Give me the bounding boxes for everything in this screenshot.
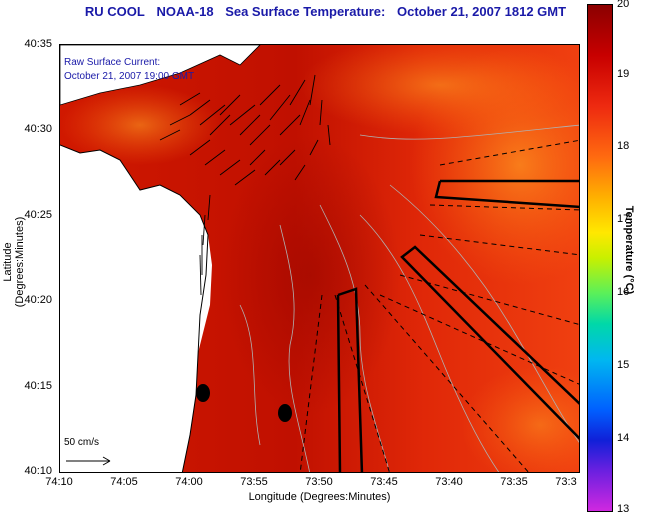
y-tick-label: 40:35 [24,38,52,50]
survey-box-east [400,245,579,440]
y-tick-label: 40:25 [24,209,52,221]
land-coast [60,145,208,472]
x-tick-label: 73:45 [370,476,398,488]
map-title: RU COOL NOAA-18 Sea Surface Temperature:… [0,4,651,19]
x-tick-label: 73:40 [435,476,463,488]
colorbar-tick: 14 [617,432,630,444]
survey-box-south [336,287,364,472]
current-legend-line1: Raw Surface Current: [64,57,161,68]
colorbar-tick: 13 [617,503,630,515]
colorbar-tick: 18 [617,140,630,152]
colorbar-tick: 20 [617,0,630,10]
survey-box-north [434,179,579,209]
colorbar-tick: 15 [617,359,630,371]
colorbar-tick: 16 [617,286,630,298]
colorbar-label: Temperature (°C) [623,205,635,295]
title-satellite: NOAA-18 [156,4,214,19]
sst-map-svg [60,45,579,472]
x-tick-label: 73:55 [240,476,268,488]
sst-map[interactable] [59,44,580,473]
x-tick-label: 73:3 [555,476,577,488]
station-marker [278,404,292,422]
colorbar-tick: 19 [617,68,630,80]
x-axis-label: Longitude (Degrees:Minutes) [248,491,391,503]
station-marker [196,384,210,402]
y-tick-label: 40:30 [24,123,52,135]
surface-current-vectors [159,74,331,296]
current-legend-line2: October 21, 2007 19:00 GMT [64,71,195,82]
x-tick-label: 73:35 [500,476,528,488]
x-tick-label: 73:50 [305,476,333,488]
colorbar-tick: 17 [617,213,630,225]
scale-arrow [66,456,111,466]
y-axis-label: Latitude (Degrees:Minutes) [2,216,26,308]
title-org: RU COOL [84,4,145,19]
y-tick-label: 40:10 [24,465,52,477]
title-product: Sea Surface Temperature: [225,4,386,19]
y-tick-label: 40:15 [24,380,52,392]
current-legend: Raw Surface Current: October 21, 2007 19… [64,56,194,84]
y-tick-label: 40:20 [24,294,52,306]
scale-label: 50 cm/s [64,437,100,448]
title-date: October 21, 2007 1812 GMT [396,4,567,19]
x-tick-label: 74:10 [45,476,73,488]
x-tick-label: 74:00 [175,476,203,488]
x-tick-label: 74:05 [110,476,138,488]
temperature-colorbar [587,4,613,512]
